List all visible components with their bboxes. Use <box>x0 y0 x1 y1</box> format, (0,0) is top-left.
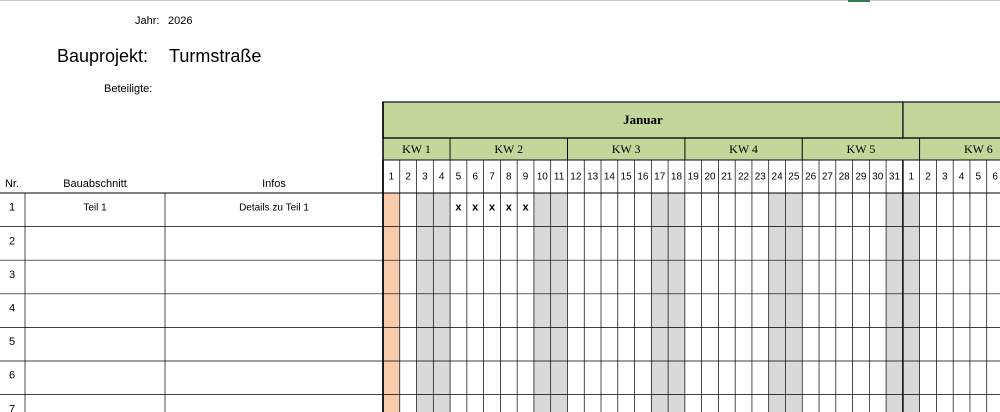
day-label: 1 <box>389 172 395 183</box>
row-nr: 2 <box>9 235 15 247</box>
entry-mark: x <box>506 202 513 214</box>
weekend-shade <box>533 193 551 412</box>
day-label: 12 <box>570 172 582 183</box>
day-label: 22 <box>738 172 750 183</box>
weekend-shade <box>902 193 920 412</box>
day-label: 23 <box>755 172 767 183</box>
row-nr: 5 <box>9 336 15 348</box>
weekend-shade <box>550 193 568 412</box>
day-label: 6 <box>472 172 478 183</box>
day-label: 18 <box>671 172 683 183</box>
day-label: 31 <box>889 172 901 183</box>
day-label: 4 <box>439 172 445 183</box>
day-label: 7 <box>489 172 495 183</box>
day-label: 19 <box>688 172 700 183</box>
entry-mark: x <box>489 202 496 214</box>
col-header: Nr. <box>5 178 19 190</box>
day-label: 29 <box>855 172 867 183</box>
month-band <box>383 102 1000 138</box>
participants-label: Beteiligte: <box>104 83 152 95</box>
day-label: 16 <box>637 172 649 183</box>
day-label: 26 <box>805 172 817 183</box>
day-label: 28 <box>839 172 851 183</box>
row-nr: 3 <box>9 269 15 281</box>
day-label: 20 <box>704 172 716 183</box>
day-label: 8 <box>506 172 512 183</box>
day-label: 2 <box>405 172 411 183</box>
year: 2026 <box>168 15 192 27</box>
entry-mark: x <box>455 202 462 214</box>
day-label: 1 <box>908 172 914 183</box>
weekend-shade <box>668 193 685 412</box>
day-label: 15 <box>621 172 633 183</box>
entry-mark: x <box>472 202 479 214</box>
year-label: Jahr: <box>135 15 159 27</box>
row-section: Teil 1 <box>83 202 107 213</box>
day-label: 14 <box>604 172 616 183</box>
day-label: 10 <box>537 172 549 183</box>
entry-mark: x <box>522 202 529 214</box>
day-label: 4 <box>959 172 965 183</box>
row-info: Details zu Teil 1 <box>239 202 309 213</box>
day-label: 3 <box>942 172 948 183</box>
weekend-shade <box>416 193 434 412</box>
week-label: KW 2 <box>494 142 523 156</box>
col-header: Bauabschnitt <box>63 178 127 190</box>
day-label: 25 <box>788 172 800 183</box>
col-header: Infos <box>262 178 286 190</box>
month-name: Januar <box>623 112 663 127</box>
week-label: KW 4 <box>729 142 758 156</box>
row-nr: 1 <box>9 202 15 214</box>
row-nr: 4 <box>9 303 15 315</box>
day-label: 11 <box>554 172 565 183</box>
weekend-shade <box>785 193 803 412</box>
toolbar-hint <box>848 0 870 2</box>
project: Turmstraße <box>169 46 261 66</box>
week-label: KW 1 <box>402 142 431 156</box>
day-label: 24 <box>772 172 784 183</box>
day-label: 13 <box>587 172 599 183</box>
week-label: KW 6 <box>964 142 993 156</box>
day-label: 6 <box>992 172 998 183</box>
day-label: 5 <box>976 172 982 183</box>
day-label: 17 <box>654 172 666 183</box>
week-label: KW 5 <box>847 142 876 156</box>
weekend-shade <box>651 193 669 412</box>
day-label: 21 <box>721 172 733 183</box>
day-label: 2 <box>925 172 931 183</box>
row-nr: 7 <box>9 403 15 412</box>
weekend-shade <box>768 193 786 412</box>
day-label: 9 <box>523 172 529 183</box>
day-label: 27 <box>822 172 834 183</box>
row-nr: 6 <box>9 370 15 382</box>
weekend-shade <box>886 193 903 412</box>
day-label: 30 <box>872 172 884 183</box>
week-band <box>383 138 1000 160</box>
week-label: KW 3 <box>612 142 641 156</box>
weekend-shade <box>433 193 451 412</box>
day-label: 3 <box>422 172 428 183</box>
day-label: 5 <box>456 172 462 183</box>
project-label: Bauprojekt: <box>57 46 148 66</box>
holiday-shade <box>383 193 400 412</box>
